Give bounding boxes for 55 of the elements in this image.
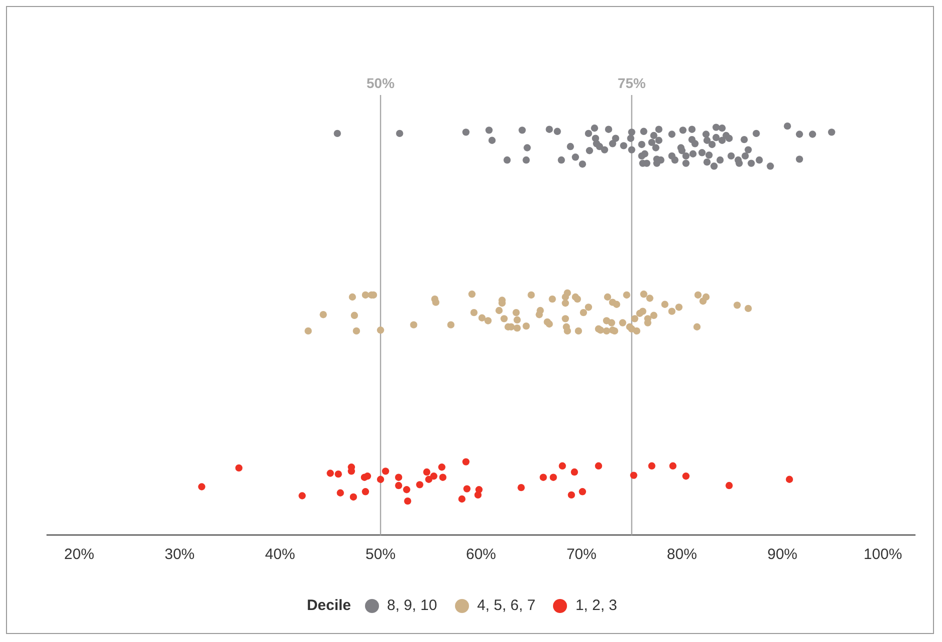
point [326, 470, 334, 477]
point [726, 482, 733, 490]
point [348, 468, 356, 475]
point [334, 470, 342, 478]
point [578, 488, 586, 496]
point [364, 472, 372, 480]
point [362, 488, 370, 496]
point [594, 462, 602, 470]
x-tick-label: 70% [566, 546, 596, 564]
point [669, 462, 676, 470]
ref-line-label: 75% [618, 74, 646, 91]
point [648, 462, 656, 470]
point [198, 483, 206, 490]
point [382, 468, 390, 475]
point [462, 458, 470, 466]
point [518, 484, 525, 492]
legend-title: Decile [306, 597, 352, 614]
point [425, 476, 432, 483]
point [568, 491, 576, 499]
x-tick-label: 30% [164, 546, 195, 564]
legend-label: 8, 9, 10 [387, 597, 438, 614]
point [423, 468, 430, 476]
point [630, 472, 638, 479]
x-tick-label: 60% [466, 546, 496, 564]
point [474, 491, 482, 499]
point [395, 474, 402, 481]
point [439, 474, 446, 481]
point [558, 462, 566, 470]
point [395, 482, 402, 490]
point [682, 472, 690, 480]
ref-line-label: 50% [366, 74, 396, 91]
x-tick-label: 90% [767, 546, 798, 564]
point [570, 468, 578, 476]
point [235, 464, 242, 472]
x-tick-label: 100% [864, 546, 902, 564]
point [416, 481, 424, 488]
point [550, 474, 557, 481]
point [540, 474, 547, 481]
legend-label: 4, 5, 6, 7 [477, 597, 536, 614]
point [336, 489, 344, 496]
x-tick-label: 20% [64, 546, 94, 564]
x-tick-label: 40% [265, 546, 296, 564]
point [376, 476, 384, 483]
x-tick-label: 80% [666, 546, 697, 564]
point [430, 472, 438, 480]
point [404, 497, 412, 505]
point [458, 495, 466, 503]
x-tick-label: 50% [366, 546, 396, 564]
point [298, 492, 306, 500]
point [786, 476, 794, 483]
point [438, 464, 446, 471]
point [350, 493, 358, 501]
legend-label: 1, 2, 3 [575, 597, 618, 614]
point [403, 486, 410, 494]
point [463, 485, 471, 492]
